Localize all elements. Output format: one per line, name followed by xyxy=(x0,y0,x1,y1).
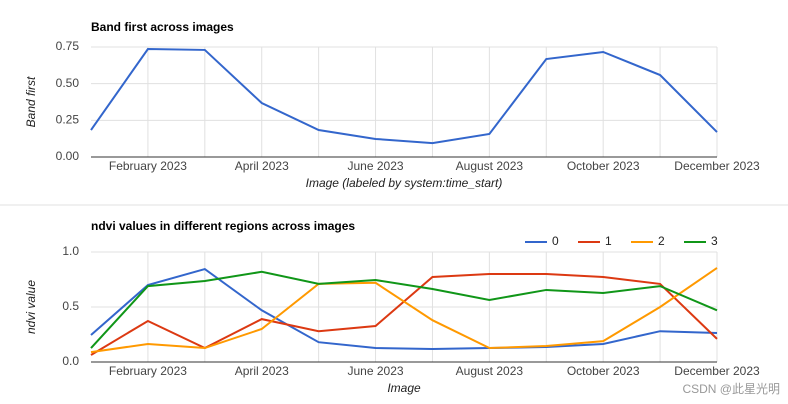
data-line xyxy=(90,270,718,349)
x-axis-title: Image xyxy=(387,381,421,395)
y-axis-title: Band first xyxy=(24,76,38,127)
data-line xyxy=(90,267,718,351)
y-axis-title: ndvi value xyxy=(24,280,38,334)
legend-label: 0 xyxy=(552,234,559,248)
chart-title: Band first across images xyxy=(91,20,234,34)
y-tick-label: 0.00 xyxy=(56,149,80,163)
x-tick-label: February 2023 xyxy=(109,159,187,173)
y-tick-label: 0.0 xyxy=(62,354,79,368)
x-tick-label: April 2023 xyxy=(235,159,289,173)
y-tick-label: 0.75 xyxy=(56,39,80,53)
legend-label: 1 xyxy=(605,234,612,248)
y-tick-label: 1.0 xyxy=(62,244,79,258)
x-axis-title: Image (labeled by system:time_start) xyxy=(306,176,503,190)
legend-label: 2 xyxy=(658,234,665,248)
x-tick-label: April 2023 xyxy=(235,364,289,378)
watermark: CSDN @此星光明 xyxy=(682,382,780,396)
y-tick-label: 0.25 xyxy=(56,113,80,127)
data-line xyxy=(90,267,718,354)
x-tick-label: June 2023 xyxy=(348,159,404,173)
data-line xyxy=(90,48,718,145)
x-tick-label: August 2023 xyxy=(456,364,524,378)
x-tick-label: August 2023 xyxy=(456,159,524,173)
x-tick-label: December 2023 xyxy=(674,159,760,173)
x-tick-label: June 2023 xyxy=(348,364,404,378)
legend-label: 3 xyxy=(711,234,718,248)
x-tick-label: October 2023 xyxy=(567,159,640,173)
x-tick-label: February 2023 xyxy=(109,364,187,378)
x-tick-label: October 2023 xyxy=(567,364,640,378)
x-tick-label: December 2023 xyxy=(674,364,760,378)
y-tick-label: 0.50 xyxy=(56,76,80,90)
y-tick-label: 0.5 xyxy=(62,299,79,313)
chart-title: ndvi values in different regions across … xyxy=(91,219,355,233)
